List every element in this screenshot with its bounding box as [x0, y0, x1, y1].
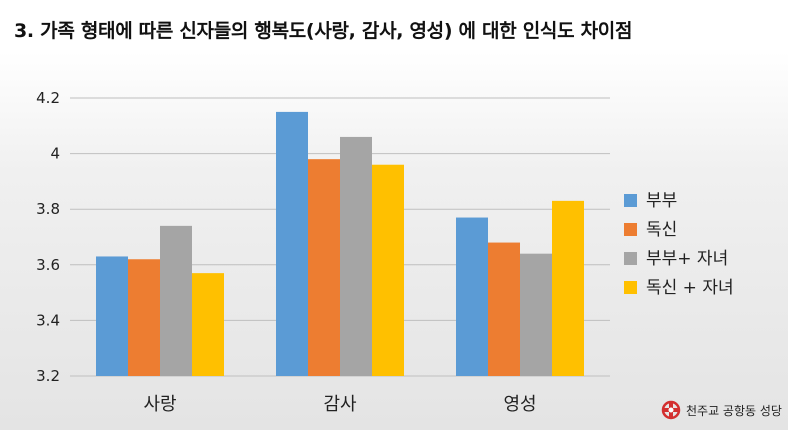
legend-swatch — [624, 281, 637, 294]
cross-logo-icon — [661, 400, 681, 420]
church-logo: 천주교 공항동 성당 — [660, 400, 782, 420]
legend-swatch — [624, 252, 637, 265]
bar-1-1 — [308, 159, 340, 376]
y-tick-label: 4 — [50, 145, 60, 163]
legend-swatch — [624, 223, 637, 236]
category-label: 사랑 — [143, 394, 176, 415]
y-tick-label: 3.8 — [36, 200, 60, 218]
bar-0-3 — [192, 273, 224, 376]
legend-label: 독신 — [646, 220, 677, 240]
y-tick-label: 3.6 — [36, 256, 60, 274]
bar-1-3 — [372, 164, 404, 376]
bar-2-0 — [456, 217, 488, 376]
y-tick-label: 4.2 — [36, 89, 60, 107]
legend-label: 부부+ 자녀 — [646, 249, 728, 269]
bars — [96, 111, 584, 377]
y-tick-label: 3.2 — [36, 367, 60, 385]
bar-1-2 — [340, 136, 372, 376]
bar-2-3 — [552, 200, 584, 376]
legend-swatch — [624, 194, 637, 207]
x-axis-categories: 사랑 감사 영성 — [143, 394, 536, 415]
bar-0-0 — [96, 256, 128, 376]
legend-label: 부부 — [646, 191, 677, 211]
bar-1-0 — [276, 111, 308, 377]
category-label: 영성 — [503, 394, 536, 415]
bar-2-1 — [488, 242, 520, 376]
logo-text: 천주교 공항동 성당 — [686, 403, 782, 418]
legend-label: 독신 + 자녀 — [646, 278, 734, 298]
y-tick-label: 3.4 — [36, 311, 60, 329]
bar-0-2 — [160, 225, 192, 376]
chart-title: 3. 가족 형태에 따른 신자들의 행복도(사랑, 감사, 영성) 에 대한 인… — [14, 20, 633, 42]
category-label: 감사 — [323, 394, 357, 415]
y-axis-ticks: 3.2 3.4 3.6 3.8 4 4.2 — [36, 89, 60, 385]
bar-0-1 — [128, 259, 160, 376]
bar-2-2 — [520, 253, 552, 376]
